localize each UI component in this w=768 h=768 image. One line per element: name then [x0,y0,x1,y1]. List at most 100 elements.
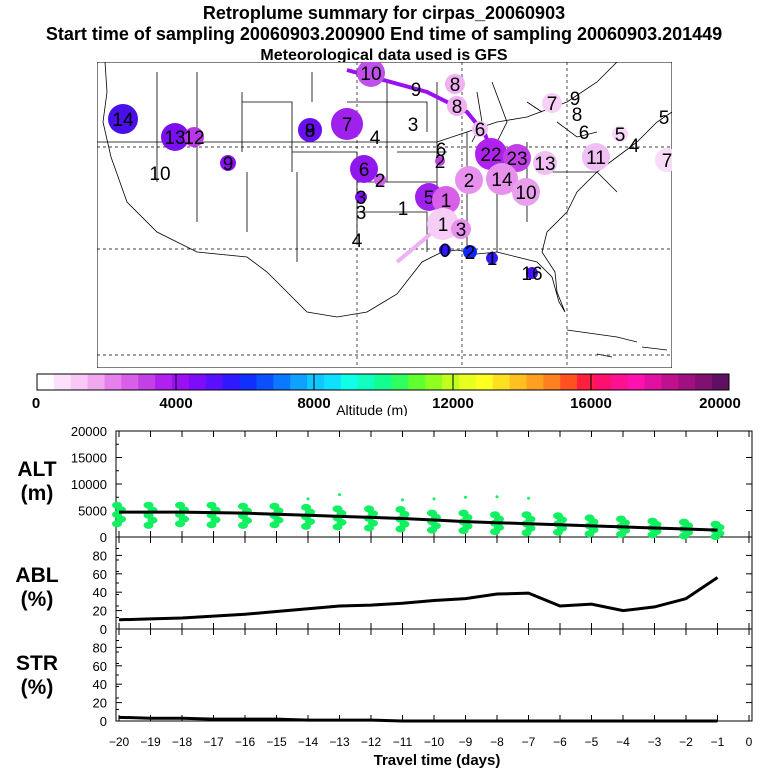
plume-marker-label: 9 [223,154,234,175]
plume-marker-circle [475,138,507,170]
abl-ylabel-top: ABL [15,564,58,587]
str-ylabel-bottom: (%) [21,676,54,699]
x-ticks: −20 −19 −18 −17 −16 −15 −14 −13 −12 −11 −10 −9 −8 −7−… [109,431,753,749]
colorbar-cell [560,374,578,390]
plume-marker-circle [355,191,367,203]
alt-scatter-point [427,509,437,517]
plume-marker-circle [447,96,467,116]
plume-marker-label: 6 [475,120,486,141]
plume-marker-label: 6 [579,123,590,144]
colorbar-cell [610,374,629,390]
y-tick-label: 80 [93,640,107,655]
colorbar-cell [543,374,561,390]
plume-marker-label: 7 [547,94,558,115]
y-tick-label: 40 [93,677,107,692]
plume-marker-label: 9 [305,121,316,142]
plume-marker-label: 4 [629,136,640,157]
plume-marker-circle [350,155,378,183]
colorbar-tick-8000: 8000 [297,395,330,412]
time-series-panels: ALT (m) ABL (%) STR (%) 2000015000100005… [15,424,753,768]
plume-marker-circle [451,219,471,239]
colorbar-cell [526,374,544,390]
alt-scatter-point [710,520,721,528]
alt-scatter-outlier [432,497,436,501]
alt-scatter-point [206,501,217,509]
y-tick-label: 80 [93,548,107,563]
alt-particle-scatter [112,493,725,540]
plume-marker-label: 14 [112,110,134,131]
x-tick-label: −12 [361,735,382,749]
plume-marker-circle [357,62,385,87]
x-tick-label: −17 [203,735,224,749]
x-tick-label: −19 [140,735,161,749]
plume-marker-label: 5 [659,108,670,129]
colorbar-cell [678,374,696,390]
plume-marker-label: 10 [515,183,536,204]
plume-marker-label: 1 [487,249,498,270]
colorbar-cell [290,374,308,390]
colorbar-tick-0: 0 [32,395,40,412]
plume-marker-label: 3 [356,188,367,209]
colorbar-cell [627,374,646,390]
y-tick-label: 0 [100,622,107,637]
plume-marker-label: 10 [360,64,381,85]
plume-marker-circle [582,143,610,171]
plume-marker-label: 4 [370,128,381,149]
alt-scatter-point [458,509,469,517]
x-tick-label: −5 [585,735,599,749]
alt-scatter-point [332,505,343,513]
colorbar-cell [458,374,477,390]
altitude-colorbar: 0 4000 8000 12000 16000 20000 Altitude (… [32,373,741,416]
plume-marker-circle [533,151,557,175]
abl-line [118,576,719,622]
plume-marker-label: 12 [183,128,204,149]
plume-marker-circle [184,127,204,147]
plume-marker-label: 5 [424,188,435,209]
plume-marker-label: 10 [149,164,170,185]
plume-marker-circle [298,118,322,142]
str-ylabel-top: STR [16,652,58,675]
plume-marker-label: 1 [398,199,409,220]
plume-marker-label: 9 [570,89,581,110]
colorbar-cell [307,374,325,390]
colorbar-cell [475,374,494,390]
plume-marker-label: 2 [465,243,476,264]
x-tick-label: −18 [172,735,193,749]
plume-marker-label: 6 [359,160,370,181]
colorbar-cell [121,374,139,390]
alt-scatter-point [112,501,122,509]
plume-marker-label: 16 [521,264,542,285]
plume-marker-circle [463,245,477,259]
plume-marker-circle [108,104,138,134]
colorbar-frame [36,373,730,391]
plume-marker-label: 13 [534,154,555,175]
colorbar-cells [37,374,730,390]
y-tick-label: 60 [93,659,107,674]
colorbar-cell [425,374,443,390]
plume-marker-label: 8 [452,97,463,118]
plume-marker-label: 1 [441,191,452,212]
plume-marker-label: 6 [436,140,447,161]
y-tick-label: 60 [93,567,107,582]
x-tick-label: −6 [553,735,567,749]
x-tick-label: −14 [298,735,319,749]
alt-mean-line [119,510,718,532]
colorbar-cell [104,374,122,390]
plume-marker-circle [512,178,540,206]
str-y-ticks: 80 60 40 20 0 [93,628,752,729]
colorbar-cell [509,374,527,390]
plume-marker-circle [655,148,672,172]
plume-marker-label: 3 [456,220,467,241]
alt-scatter-outlier [495,495,499,499]
x-tick-label: −15 [266,735,287,749]
colorbar-label: Altitude (m) [336,402,408,416]
colorbar-cell [205,374,224,390]
y-tick-label: 20 [93,696,107,711]
plume-marker-circle [161,123,189,151]
plume-marker-circle [472,121,488,137]
x-tick-label: −1 [711,735,725,749]
colorbar-cell [256,374,274,390]
colorbar-tick-12000: 12000 [432,395,474,412]
plume-marker-circle [486,163,518,195]
